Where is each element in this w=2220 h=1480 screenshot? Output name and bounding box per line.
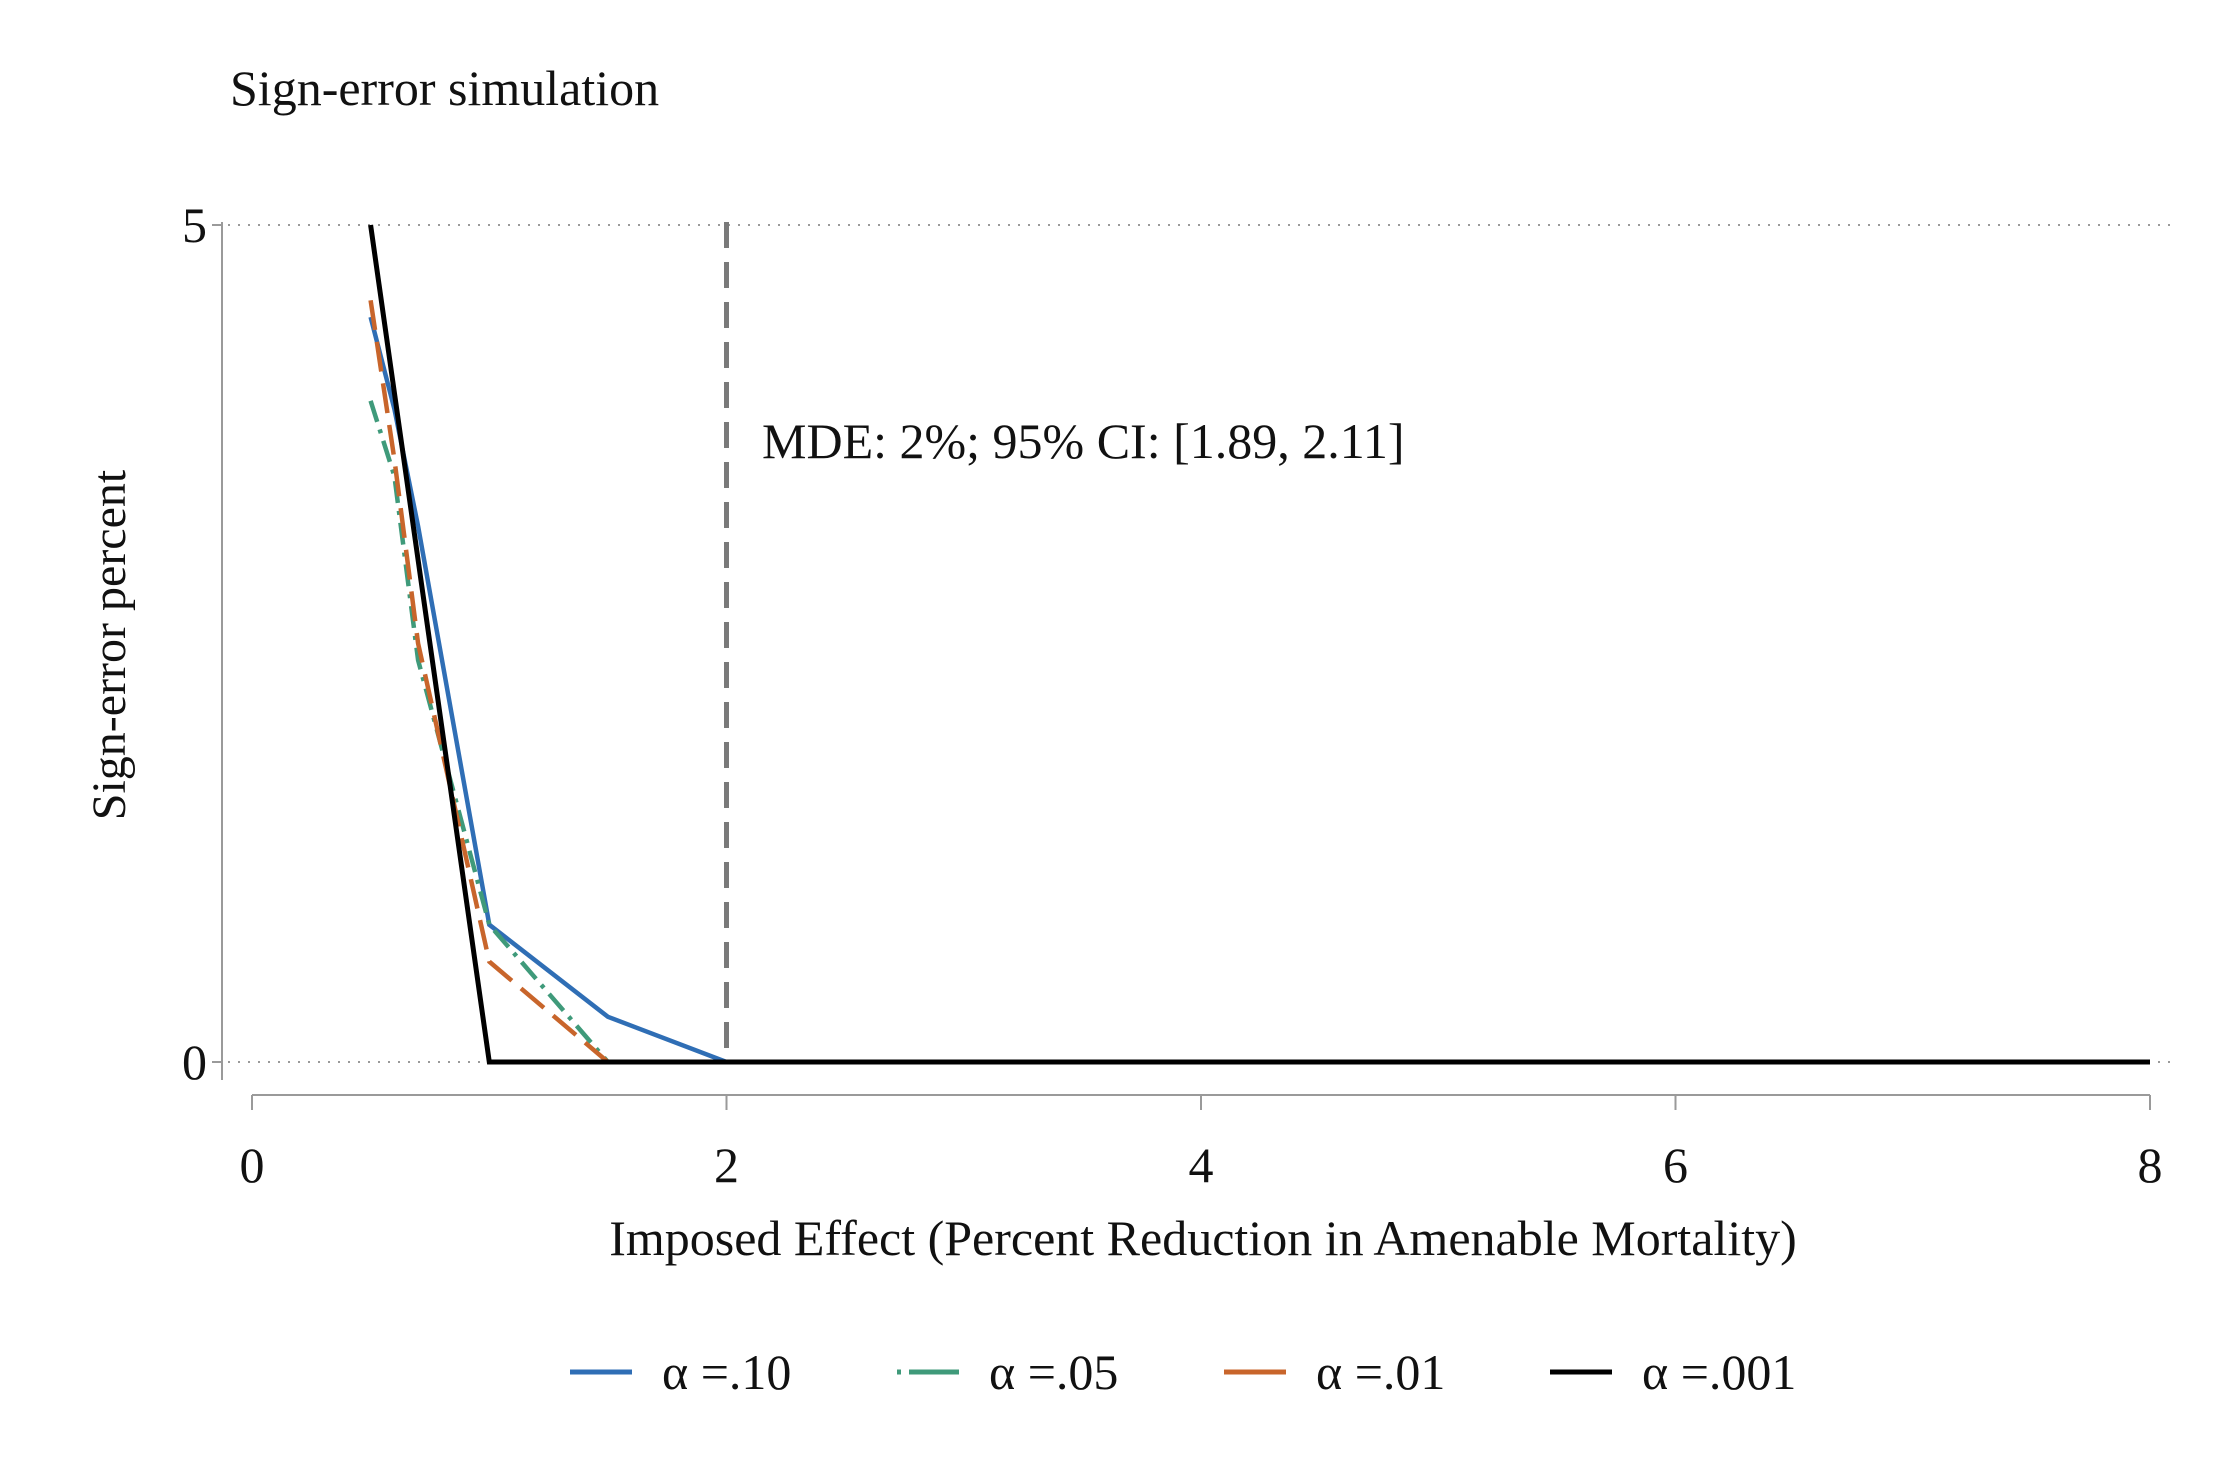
- series-layer: [368, 224, 2150, 1065]
- series-line-3: [368, 224, 2150, 1065]
- axes-layer: 0 5 0 2 4 6 8: [182, 197, 2163, 1193]
- legend-label-2: α =.01: [1316, 1344, 1445, 1400]
- y-tick-label: 0: [182, 1034, 207, 1090]
- mde-annotation: MDE: 2%; 95% CI: [1.89, 2.11]: [762, 413, 1405, 469]
- x-tick-label: 2: [714, 1137, 739, 1193]
- legend-label-3: α =.001: [1642, 1344, 1796, 1400]
- x-tick-label: 0: [240, 1137, 265, 1193]
- x-tick-label: 6: [1663, 1137, 1688, 1193]
- legend-label-1: α =.05: [989, 1344, 1118, 1400]
- y-tick-label: 5: [182, 197, 207, 253]
- x-axis-label: Imposed Effect (Percent Reduction in Ame…: [609, 1210, 1797, 1266]
- x-tick-label: 8: [2138, 1137, 2163, 1193]
- legend-label-0: α =.10: [662, 1344, 791, 1400]
- y-axis-label: Sign-error percent: [83, 469, 136, 820]
- legend: α =.10 α =.05 α =.01 α =.001: [570, 1344, 1796, 1400]
- x-tick-label: 4: [1189, 1137, 1214, 1193]
- chart-title: Sign-error simulation: [230, 60, 659, 116]
